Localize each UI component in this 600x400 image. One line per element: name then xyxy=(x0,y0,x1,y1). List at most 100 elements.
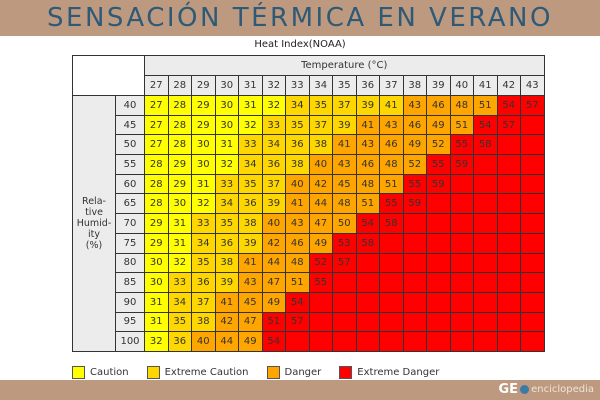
heat-index-cell: 40 xyxy=(191,331,216,352)
heat-index-cell: 44 xyxy=(308,193,333,215)
heat-index-cell: 43 xyxy=(379,114,404,136)
heat-index-cell xyxy=(449,331,474,352)
heat-index-cell xyxy=(473,252,498,274)
heat-index-cell: 48 xyxy=(285,252,310,274)
heat-index-cell: 58 xyxy=(379,213,404,234)
heat-index-cell: 47 xyxy=(238,311,263,333)
heat-index-cell xyxy=(379,232,404,254)
heat-index-cell: 54 xyxy=(285,291,310,313)
heat-index-cell: 47 xyxy=(261,272,286,293)
heat-index-cell: 44 xyxy=(214,331,239,352)
heat-index-cell: 54 xyxy=(496,95,521,116)
temperature-header-cell: 29 xyxy=(191,75,216,96)
humidity-row-label: 45 xyxy=(115,114,145,136)
heat-index-cell: 36 xyxy=(214,232,239,254)
table-row: 50 27 28 30 31 33 34 36 38 41 43 46 49 52 55 58 xyxy=(73,134,545,156)
temperature-header-cell: 42 xyxy=(496,75,521,96)
humidity-row-label: 55 xyxy=(115,154,145,175)
heat-index-cell xyxy=(449,213,474,234)
heat-index-cell: 36 xyxy=(238,193,263,215)
heat-index-cell: 28 xyxy=(144,154,169,175)
heat-index-cell xyxy=(426,291,451,313)
heat-index-cell: 32 xyxy=(144,331,169,352)
heat-index-cell: 41 xyxy=(285,193,310,215)
heat-index-cell: 49 xyxy=(426,114,451,136)
heat-index-cell: 29 xyxy=(167,173,192,195)
temperature-header-cell: 40 xyxy=(449,75,474,96)
heat-index-cell: 41 xyxy=(238,252,263,274)
legend-item: Danger xyxy=(266,366,322,379)
heat-index-cell: 33 xyxy=(261,114,286,136)
heat-index-cell: 58 xyxy=(355,232,380,254)
heat-index-cell xyxy=(473,311,498,333)
title-banner: SENSACIÓN TÉRMICA EN VERANO xyxy=(0,0,600,36)
heat-index-cell: 32 xyxy=(238,114,263,136)
heat-index-cell: 43 xyxy=(285,213,310,234)
heat-index-cell: 29 xyxy=(167,154,192,175)
temperature-header-cell: 32 xyxy=(261,75,286,96)
heat-index-cell: 59 xyxy=(449,154,474,175)
heat-index-cell xyxy=(402,311,427,333)
logo-wordmark: enciclopedia xyxy=(531,384,594,395)
heat-index-cell: 43 xyxy=(238,272,263,293)
heat-index-cell xyxy=(332,291,357,313)
heat-index-cell: 55 xyxy=(308,272,333,293)
temperature-header-cell: 31 xyxy=(238,75,263,96)
heat-index-cell: 30 xyxy=(191,134,216,156)
heat-index-cell xyxy=(473,331,498,352)
humidity-row-label: 90 xyxy=(115,291,145,313)
heat-index-cell: 37 xyxy=(308,114,333,136)
table-row: 60 28 29 31 33 35 37 40 42 45 48 51 55 59 xyxy=(73,173,545,195)
heat-index-cell: 55 xyxy=(379,193,404,215)
heat-index-cell: 51 xyxy=(261,311,286,333)
table-row: Rela-tive Humid-ity (%) 40 27 28 29 30 31 32 34 35 3… xyxy=(72,95,545,352)
heat-index-cell xyxy=(379,272,404,293)
heat-index-cell xyxy=(379,331,404,352)
heat-index-cell: 38 xyxy=(191,311,216,333)
legend-label: Danger xyxy=(284,367,322,378)
humidity-axis-title: Rela-tive Humid-ity (%) xyxy=(72,95,116,352)
heat-index-cell xyxy=(402,291,427,313)
heat-index-cell xyxy=(496,232,521,254)
humidity-row-label: 40 xyxy=(115,95,145,116)
heat-index-cell xyxy=(355,252,380,274)
heat-index-cell xyxy=(426,272,451,293)
temperature-header-cell: 43 xyxy=(520,75,545,96)
heat-index-cell: 41 xyxy=(332,134,357,156)
heat-index-cell: 48 xyxy=(332,193,357,215)
temperature-header-cell: 30 xyxy=(214,75,239,96)
heat-index-cell: 43 xyxy=(402,95,427,116)
heat-index-cell xyxy=(473,232,498,254)
heat-index-cell: 49 xyxy=(402,134,427,156)
heat-index-cell: 35 xyxy=(308,95,333,116)
heat-index-cell: 36 xyxy=(261,154,286,175)
heat-index-cell: 31 xyxy=(144,291,169,313)
heat-index-cell xyxy=(520,331,545,352)
table-row: 100 32 36 40 44 49 54 xyxy=(73,331,545,352)
heat-index-cell xyxy=(426,331,451,352)
heat-index-cell: 37 xyxy=(261,173,286,195)
heat-index-cell: 40 xyxy=(261,213,286,234)
heat-index-cell xyxy=(520,311,545,333)
heat-index-cell: 45 xyxy=(332,173,357,195)
heat-index-cell: 55 xyxy=(402,173,427,195)
heat-index-cell: 27 xyxy=(144,95,169,116)
heat-index-cell: 51 xyxy=(473,95,498,116)
heat-index-cell xyxy=(473,193,498,215)
heat-index-cell xyxy=(332,311,357,333)
heat-index-cell: 35 xyxy=(238,173,263,195)
heat-index-cell: 48 xyxy=(379,154,404,175)
table-row: 75 29 31 34 36 39 42 46 49 53 58 xyxy=(73,232,545,254)
heat-index-cell: 41 xyxy=(379,95,404,116)
heat-index-cell: 28 xyxy=(167,134,192,156)
heat-index-cell: 51 xyxy=(449,114,474,136)
heat-index-cell: 49 xyxy=(238,331,263,352)
table-row: 55 28 29 30 32 34 36 38 40 43 46 48 52 55 59 xyxy=(73,154,545,175)
heat-index-cell: 30 xyxy=(167,193,192,215)
heat-index-cell: 53 xyxy=(332,232,357,254)
temperature-header-cell: 41 xyxy=(473,75,498,96)
heat-index-cell xyxy=(308,291,333,313)
heat-index-cell xyxy=(402,272,427,293)
heat-index-cell: 57 xyxy=(285,311,310,333)
heat-index-cell: 28 xyxy=(144,193,169,215)
